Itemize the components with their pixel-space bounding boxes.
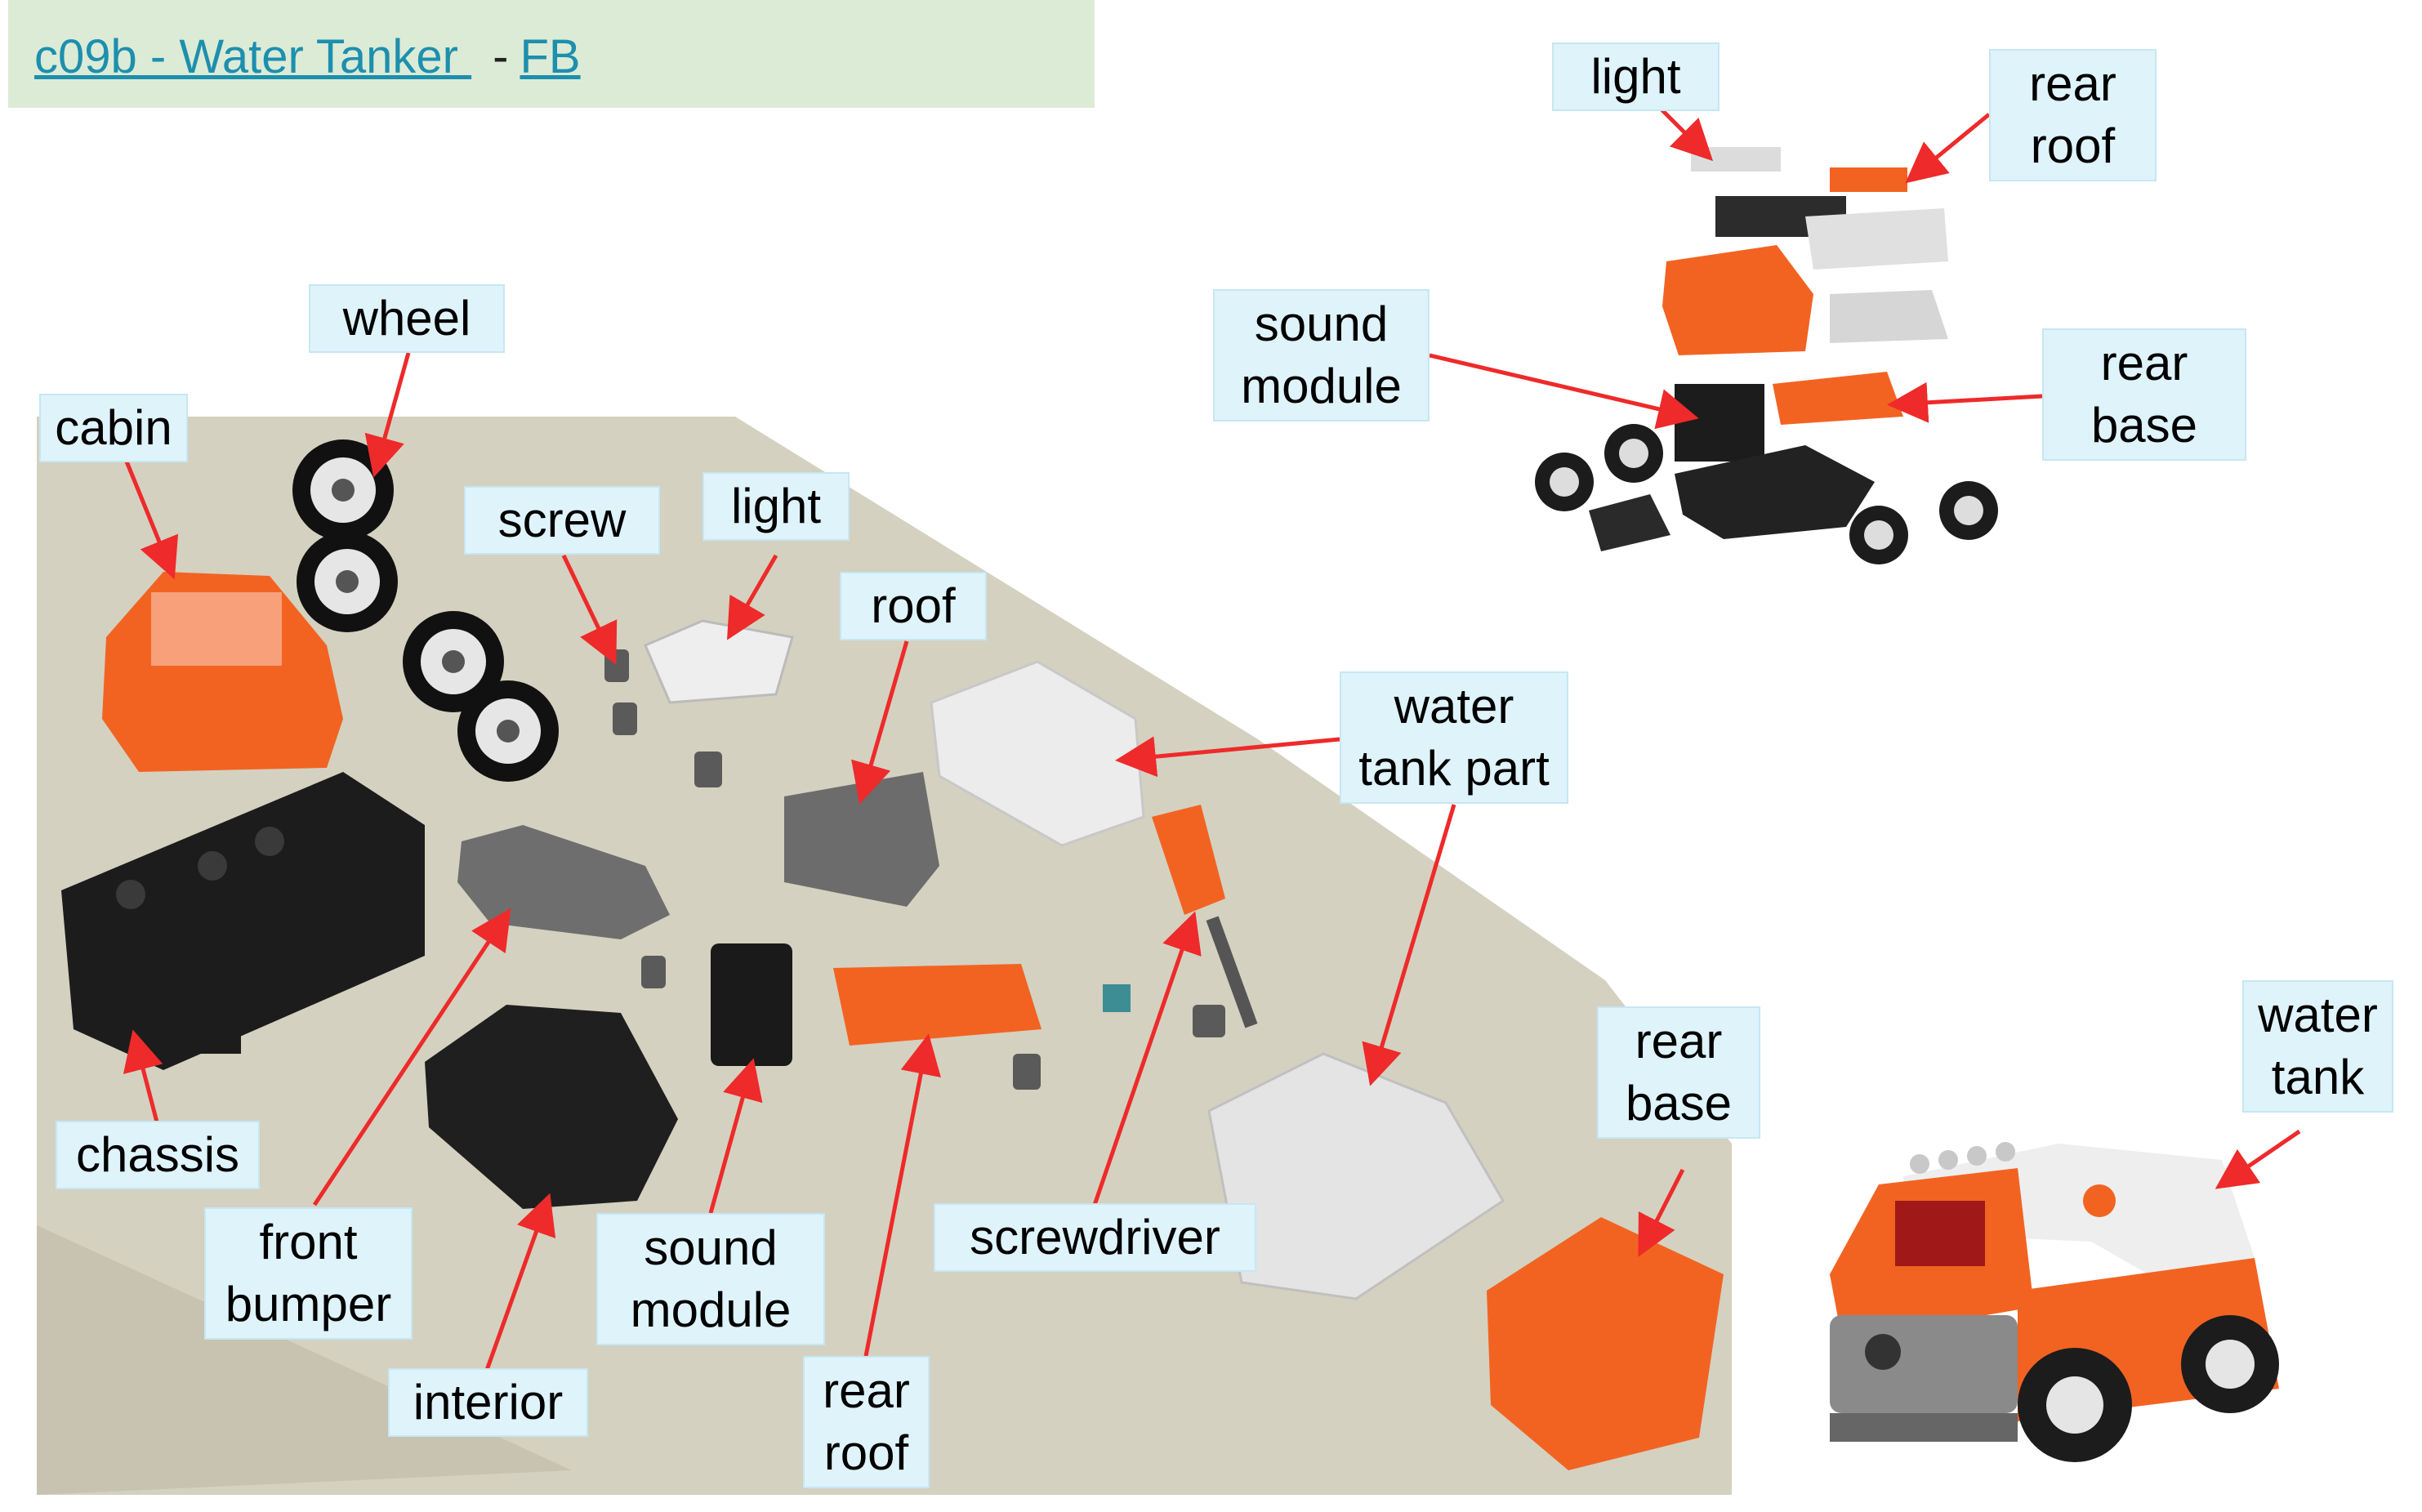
rear-roof-part xyxy=(833,964,1042,1046)
water-tank-part-piece xyxy=(930,660,1145,847)
rear-base-part xyxy=(1487,1217,1724,1470)
water-tank-base-part xyxy=(1207,1052,1505,1300)
label-water-tank-part: water tank part xyxy=(1340,671,1568,804)
fb-link[interactable]: FB xyxy=(520,30,581,83)
label-cabin: cabin xyxy=(39,394,188,462)
screwdriver-part xyxy=(1152,805,1225,915)
label-rear-roof-right: rear roof xyxy=(1989,49,2157,181)
arrow-light-right xyxy=(1657,105,1714,162)
arrow-interior xyxy=(484,1193,556,1373)
teal-clip xyxy=(1103,984,1131,1012)
arrow-sound-module-right xyxy=(1429,353,1699,430)
arrow-cabin xyxy=(124,461,179,580)
arrow-rear-roof-left xyxy=(863,1033,941,1357)
roof-part xyxy=(784,772,939,907)
arrow-chassis xyxy=(123,1029,163,1132)
cabin-part xyxy=(102,572,343,772)
label-sound-module-right: sound module xyxy=(1213,289,1430,421)
label-wheel: wheel xyxy=(309,284,505,353)
arrow-rear-base-left xyxy=(1638,1168,1685,1257)
arrow-sound-module-left xyxy=(708,1058,763,1214)
arrow-screwdriver xyxy=(1092,911,1202,1206)
label-rear-roof-left: rear roof xyxy=(803,1356,930,1488)
arrow-roof xyxy=(851,640,909,805)
arrow-water-tank xyxy=(2215,1129,2301,1189)
arrow-screw xyxy=(561,554,618,666)
label-rear-base-left: rear base xyxy=(1597,1006,1760,1139)
label-chassis: chassis xyxy=(56,1121,260,1189)
label-sound-module-left: sound module xyxy=(596,1213,825,1345)
arrow-front-bumper xyxy=(312,908,511,1206)
interior-part xyxy=(425,1005,678,1209)
water-tanker-link[interactable]: c09b - Water Tanker xyxy=(34,30,472,83)
header-bar: c09b - Water Tanker - FB xyxy=(8,0,1095,108)
sound-module-part xyxy=(711,943,792,1066)
screwdriver-shaft xyxy=(1206,916,1258,1028)
label-rear-base-right: rear base xyxy=(2042,328,2246,461)
label-roof: roof xyxy=(840,572,987,640)
chassis-part xyxy=(61,772,425,1070)
label-light-right: light xyxy=(1552,42,1719,111)
light-part-left xyxy=(644,619,794,704)
wheels xyxy=(292,439,559,782)
label-screwdriver: screwdriver xyxy=(934,1203,1256,1272)
label-water-tank: water tank xyxy=(2242,980,2393,1113)
label-screw: screw xyxy=(464,486,660,555)
arrow-wheel xyxy=(364,352,411,478)
arrow-light-left xyxy=(726,554,778,640)
label-interior: interior xyxy=(388,1368,588,1437)
header-separator: - xyxy=(493,30,509,83)
label-front-bumper: front bumper xyxy=(204,1207,413,1340)
assembled-truck xyxy=(1830,1142,2279,1462)
label-light-left: light xyxy=(703,472,850,541)
arrow-water-tank-base xyxy=(1362,804,1456,1086)
arrow-water-tank-part xyxy=(1115,736,1340,778)
arrow-rear-roof-right xyxy=(1905,113,1991,184)
arrow-rear-base-right xyxy=(1887,381,2043,423)
header-title: c09b - Water Tanker - FB xyxy=(34,29,581,84)
exploded-view xyxy=(1535,147,1998,564)
